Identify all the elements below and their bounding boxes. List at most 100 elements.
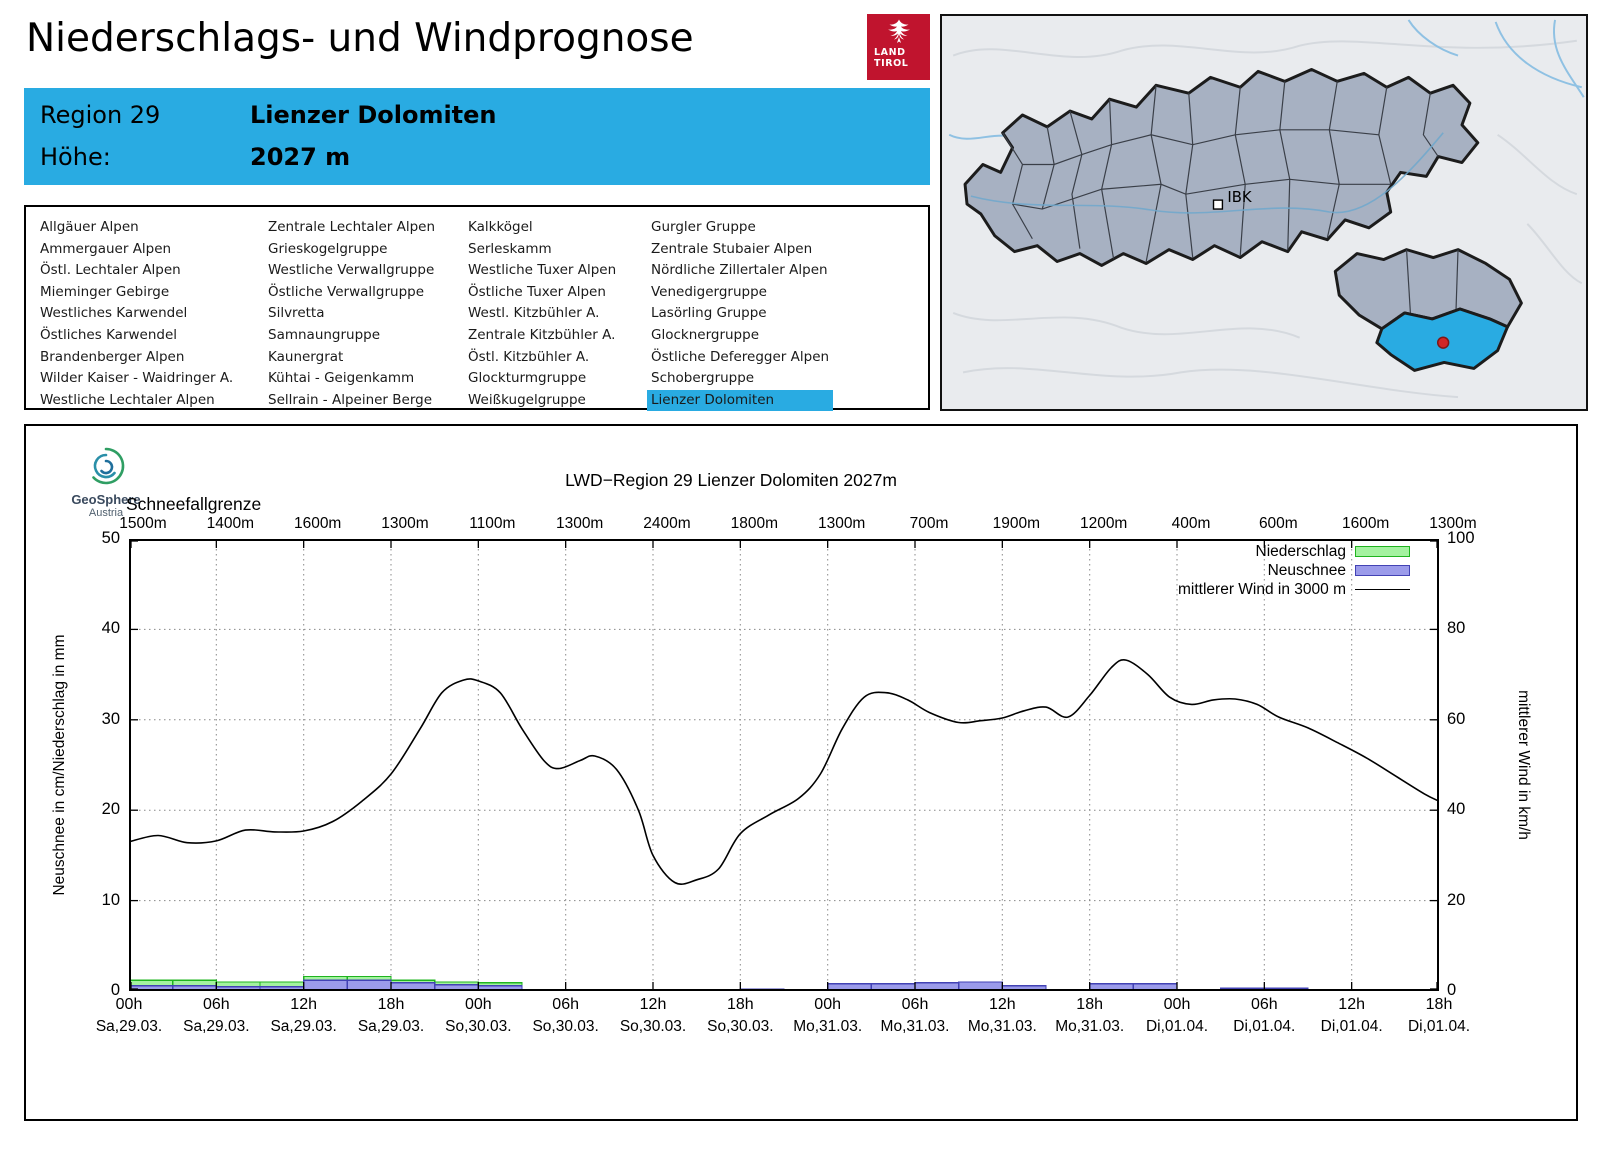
map-region-north-tirol[interactable] bbox=[963, 67, 1480, 267]
region-list-item[interactable]: Östliche Deferegger Alpen bbox=[651, 348, 830, 365]
region-list-item[interactable]: Zentrale Lechtaler Alpen bbox=[268, 219, 436, 235]
y-tick-right: 20 bbox=[1447, 890, 1466, 909]
geosphere-swirl-icon bbox=[92, 447, 125, 485]
niederschlag-swatch-icon bbox=[1355, 546, 1410, 557]
region-list-item[interactable]: Westliches Karwendel bbox=[40, 305, 188, 322]
y-tick-left: 10 bbox=[101, 890, 120, 909]
region-list-item[interactable]: Serleskamm bbox=[468, 240, 552, 257]
y-tick-right: 80 bbox=[1447, 619, 1466, 638]
snowline-value: 1300m bbox=[817, 515, 866, 532]
region-list-column: Allgäuer Alpen Ammergauer Alpen Östl. Lech… bbox=[36, 217, 237, 411]
map-region-east-tirol[interactable] bbox=[1333, 248, 1523, 331]
east-district-borders bbox=[1405, 249, 1459, 315]
region-list-item[interactable]: Sellrain - Alpeiner Berge bbox=[268, 391, 433, 408]
region-list-item[interactable]: Zentrale Stubaier Alpen bbox=[651, 240, 813, 257]
x-tick-time: 12h bbox=[290, 996, 317, 1013]
region-list-item[interactable]: Nördliche Zillertaler Alpen bbox=[651, 262, 828, 279]
x-tick-time: 00h bbox=[814, 996, 841, 1013]
tirol-map[interactable]: IBK bbox=[940, 14, 1588, 411]
region-list-item[interactable]: Schobergruppe bbox=[651, 370, 755, 387]
region-list-item[interactable]: Kaunergrat bbox=[268, 348, 344, 365]
x-tick-time: 18h bbox=[377, 996, 405, 1013]
region-list-item[interactable]: Samnaungruppe bbox=[268, 326, 381, 343]
snowline-value: 1400m bbox=[206, 515, 255, 532]
region-list-item[interactable]: Westl. Kitzbühler A. bbox=[468, 305, 600, 322]
x-tick-date: So,30.03. bbox=[619, 1018, 687, 1035]
snowline-value: 1800m bbox=[730, 515, 779, 532]
region-list-item[interactable]: Mieminger Gebirge bbox=[40, 283, 170, 300]
region-list-item[interactable]: Venedigergruppe bbox=[651, 283, 767, 300]
region-list-item[interactable]: Zentrale Kitzbühler A. bbox=[468, 326, 616, 343]
y-tick-right: 40 bbox=[1447, 800, 1466, 819]
region-list-item[interactable]: Allgäuer Alpen bbox=[40, 219, 139, 235]
x-tick-date: So,30.03. bbox=[445, 1018, 512, 1035]
district-borders bbox=[1002, 81, 1439, 262]
x-tick-time: 00h bbox=[1163, 996, 1191, 1013]
region-list-item[interactable]: Westliche Verwallgruppe bbox=[268, 262, 435, 279]
region-list-item[interactable]: Grieskogelgruppe bbox=[268, 240, 388, 257]
wind-line-swatch-icon bbox=[1355, 589, 1410, 590]
forecast-chart-panel: GeoSphere Austria LWD−Region 29 Lienzer … bbox=[24, 424, 1578, 1121]
right-axis-label: mittlerer Wind in km/h bbox=[1515, 690, 1532, 840]
x-tick-time: 18h bbox=[726, 996, 754, 1013]
snowline-value: 1900m bbox=[992, 515, 1041, 532]
altitude-label: Höhe: bbox=[40, 143, 111, 171]
region-list-item[interactable]: Glocknergruppe bbox=[651, 326, 760, 343]
snowline-value: 600m bbox=[1258, 515, 1298, 532]
neuschnee-swatch-icon bbox=[1355, 565, 1410, 576]
legend-label-wind: mittlerer Wind in 3000 m bbox=[1178, 580, 1346, 598]
geosphere-logo: GeoSphere Austria bbox=[58, 444, 154, 520]
region-list-item[interactable]: Westliche Tuxer Alpen bbox=[468, 262, 617, 279]
x-tick-time: 12h bbox=[639, 996, 667, 1013]
snowline-value: 1300m bbox=[1429, 515, 1477, 532]
region-list-item[interactable]: Ammergauer Alpen bbox=[40, 240, 172, 257]
x-tick-time: 06h bbox=[202, 996, 230, 1013]
region-list-item[interactable]: Östliche Tuxer Alpen bbox=[468, 283, 606, 300]
chart-title: LWD−Region 29 Lienzer Dolomiten 2027m bbox=[565, 470, 897, 490]
x-tick-time: 12h bbox=[1338, 996, 1365, 1013]
terrain-texture bbox=[952, 39, 1583, 399]
snowline-value: 1300m bbox=[381, 515, 429, 532]
region-list-item[interactable]: Silvretta bbox=[268, 305, 325, 322]
region-list-item[interactable]: Gurgler Gruppe bbox=[651, 219, 756, 235]
region-list-item[interactable]: Lasörling Gruppe bbox=[651, 305, 767, 322]
region-list-item[interactable]: Brandenberger Alpen bbox=[40, 348, 185, 365]
left-axis-label: Neuschnee in cm/Niederschlag in mm bbox=[51, 634, 68, 896]
region-list-item[interactable]: Weißkugelgruppe bbox=[468, 391, 586, 408]
region-list-item[interactable]: Westliche Lechtaler Alpen bbox=[40, 391, 215, 408]
legend-row-wind: mittlerer Wind in 3000 m bbox=[1026, 580, 1410, 599]
region-list-item[interactable]: Östliche Verwallgruppe bbox=[268, 283, 425, 300]
region-list-item[interactable]: Östliches Karwendel bbox=[40, 326, 178, 343]
legend-row-niederschlag: Niederschlag bbox=[1026, 542, 1410, 561]
region-list-item[interactable]: Kalkkögel bbox=[468, 219, 533, 235]
snowline-value: 1500m bbox=[119, 515, 167, 532]
x-tick-date: Mo,31.03. bbox=[793, 1018, 863, 1035]
x-tick-time: 06h bbox=[1250, 996, 1278, 1013]
snowline-value: 1300m bbox=[555, 515, 604, 532]
land-tirol-logo: LAND TIROL bbox=[867, 14, 930, 80]
snowline-value: 700m bbox=[909, 515, 949, 532]
x-tick-date: Sa,29.03. bbox=[95, 1018, 163, 1035]
region-list-item[interactable]: Östl. Lechtaler Alpen bbox=[40, 262, 181, 279]
region-list-item[interactable]: Östl. Kitzbühler A. bbox=[468, 348, 590, 365]
x-tick-date: Di,01.04. bbox=[1145, 1018, 1209, 1035]
legend-row-neuschnee: Neuschnee bbox=[1026, 561, 1410, 580]
region-list-item[interactable]: Wilder Kaiser - Waidringer A. bbox=[40, 370, 234, 387]
land-tirol-logo-text: LAND TIROL bbox=[874, 47, 909, 69]
y-tick-left: 40 bbox=[101, 619, 120, 638]
inn-river bbox=[970, 132, 1444, 214]
region-list-item[interactable]: Glockturmgruppe bbox=[468, 370, 587, 387]
snowline-value: 400m bbox=[1171, 515, 1211, 532]
region-list-item[interactable]: Lienzer Dolomiten bbox=[647, 389, 833, 412]
x-tick-time: 18h bbox=[1076, 996, 1103, 1013]
region-list-column: Kalkkögel Serleskamm Westliche Tuxer Alpen… bbox=[464, 217, 620, 411]
y-tick-right: 100 bbox=[1447, 529, 1475, 547]
x-tick-date: Di,01.04. bbox=[1233, 1018, 1296, 1035]
region-list-item[interactable]: Kühtai - Geigenkamm bbox=[268, 370, 415, 387]
y-tick-left: 30 bbox=[101, 709, 120, 728]
region-number-label: Region 29 bbox=[40, 101, 161, 129]
ibk-label: IBK bbox=[1227, 189, 1253, 206]
legend-label-neuschnee: Neuschnee bbox=[1267, 561, 1346, 579]
x-tick-time: 06h bbox=[552, 996, 579, 1013]
plot-area bbox=[129, 539, 1439, 991]
